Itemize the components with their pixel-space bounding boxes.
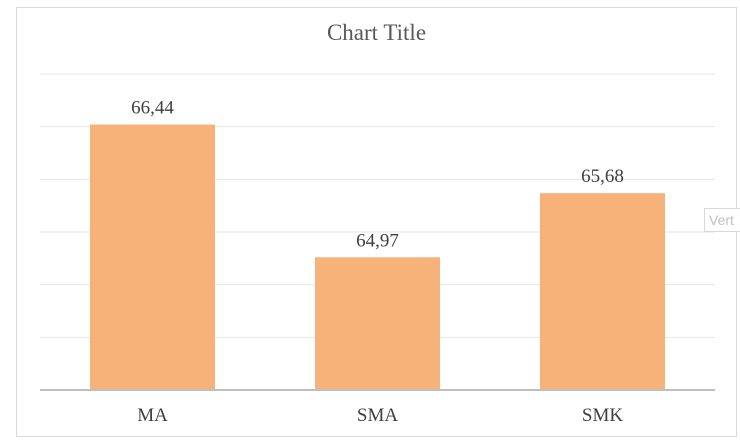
bar-smk[interactable] bbox=[540, 193, 665, 390]
bar-ma[interactable] bbox=[90, 124, 215, 390]
data-label-sma[interactable]: 64,97 bbox=[356, 230, 399, 251]
data-label-ma[interactable]: 66,44 bbox=[131, 98, 174, 119]
x-tick-label-sma: SMA bbox=[357, 405, 398, 426]
data-label-smk[interactable]: 65,68 bbox=[581, 166, 624, 187]
chart-title[interactable]: Chart Title bbox=[326, 20, 427, 45]
bar-sma[interactable] bbox=[315, 257, 440, 390]
x-tick-label-ma: MA bbox=[137, 405, 168, 426]
axis-title-tag[interactable]: Vert bbox=[704, 208, 740, 232]
x-tick-label-smk: SMK bbox=[582, 405, 623, 426]
